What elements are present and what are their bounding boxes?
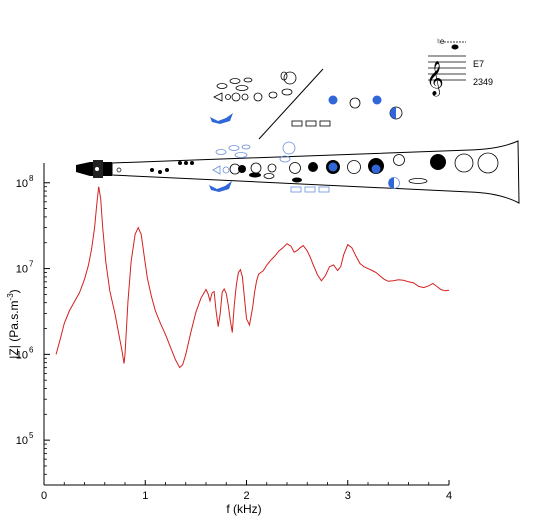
clarinet-key <box>184 161 188 165</box>
clarinet-key <box>308 162 318 172</box>
note-label: E7 <box>473 59 484 69</box>
fingering-key-blue <box>390 107 396 119</box>
y-tick-exponent: 7 <box>29 260 34 269</box>
x-axis-title: f (kHz) <box>226 502 261 516</box>
clarinet-key-blue <box>304 186 316 193</box>
clarinet-key-blue <box>241 144 251 150</box>
clarinet-key-blue <box>282 141 296 155</box>
music-staff-icon: ♮e 𝄞 E7 2349 <box>426 37 493 97</box>
y-tick-exponent: 6 <box>29 345 34 354</box>
fingering-chart-icon <box>210 68 403 140</box>
accidental-sign: ♮e <box>437 37 445 46</box>
clarinet-key <box>430 154 446 170</box>
clarinet-key-blue <box>222 166 230 174</box>
clarinet-key-blue <box>209 181 232 192</box>
x-tick-label: 1 <box>142 490 148 502</box>
clarinet-key-blue <box>234 152 248 158</box>
clarinet-key <box>292 177 302 183</box>
x-ticks: 0 1 2 3 4 <box>41 480 452 502</box>
clarinet-key <box>165 168 169 172</box>
clarinet-key-blue <box>318 186 330 193</box>
clarinet-key <box>477 152 499 174</box>
fingering-key-mark <box>213 92 223 102</box>
clarinet-key <box>190 161 194 165</box>
note-head <box>451 44 459 50</box>
fingering-key-mark <box>349 97 361 109</box>
y-tick-label: 10 <box>16 178 28 190</box>
y-axis-title: |Z| (Pa.s.m-3) <box>6 289 21 358</box>
fingering-key-mark <box>291 120 303 127</box>
clarinet-key <box>178 161 182 165</box>
y-axis-title-main: |Z| (Pa.s.m <box>7 300 21 358</box>
fingering-key-mark <box>231 92 241 102</box>
x-tick-label: 0 <box>41 490 47 502</box>
fingering-key-mark <box>280 71 288 81</box>
y-axis-title-close: ) <box>7 289 21 293</box>
clarinet-key-blue <box>371 164 381 174</box>
clarinet-key <box>289 162 301 174</box>
clarinet-key <box>116 167 122 173</box>
fingering-key-mark <box>305 120 317 127</box>
clarinet-key-blue <box>228 145 240 151</box>
clarinet-key <box>408 178 428 184</box>
fingering-key-mark <box>225 94 231 100</box>
clarinet-body <box>111 140 520 204</box>
fingering-key-mark <box>253 92 263 102</box>
fingering-key-mark <box>235 85 249 91</box>
clarinet-key <box>249 172 261 178</box>
fingering-key-blue <box>328 95 338 105</box>
clarinet-key <box>393 154 405 166</box>
fingering-key-mark <box>268 91 278 99</box>
clarinet-key <box>150 168 154 172</box>
fingering-key-mark <box>241 93 249 101</box>
clarinet-key-blue <box>328 162 338 172</box>
clarinet-key-blue <box>290 186 302 193</box>
clarinet-key <box>250 162 262 174</box>
clarinet-key <box>158 170 162 174</box>
x-tick-label: 3 <box>345 490 351 502</box>
y-tick-label: 10 <box>16 435 28 447</box>
fingering-key-mark <box>283 71 297 85</box>
fingering-key-blue <box>372 95 382 105</box>
clarinet-key <box>263 173 275 179</box>
treble-clef-icon: 𝄞 <box>426 61 444 97</box>
y-axis-title-sup: -3 <box>6 293 15 301</box>
clarinet-key <box>347 160 361 174</box>
fingering-label: 2349 <box>473 77 493 87</box>
y-tick-label: 10 <box>16 264 28 276</box>
clarinet-key <box>267 163 277 173</box>
fingering-key-mark <box>281 88 293 96</box>
y-tick-label: 10 <box>16 349 28 361</box>
fingering-key-mark <box>319 120 331 127</box>
clarinet-key-blue <box>279 155 291 163</box>
clarinet-key <box>95 167 99 171</box>
fingering-key-mark <box>216 83 228 89</box>
fingering-key-mark <box>229 78 241 84</box>
impedance-series-line <box>55 186 450 369</box>
fingering-separator <box>258 68 324 140</box>
x-tick-label: 2 <box>243 490 249 502</box>
fingering-key-blue <box>210 113 233 124</box>
clarinet-icon <box>76 140 520 204</box>
series-layer <box>55 186 450 369</box>
clarinet-key-blue <box>212 165 221 175</box>
fingering-key-mark <box>243 77 253 83</box>
clarinet-key-blue <box>388 177 394 189</box>
y-tick-exponent: 8 <box>29 174 34 183</box>
x-tick-label: 4 <box>446 490 452 502</box>
clarinet-key-blue <box>215 149 227 155</box>
clarinet-key <box>454 153 474 173</box>
y-tick-exponent: 5 <box>29 431 34 440</box>
clarinet-key <box>238 165 246 173</box>
